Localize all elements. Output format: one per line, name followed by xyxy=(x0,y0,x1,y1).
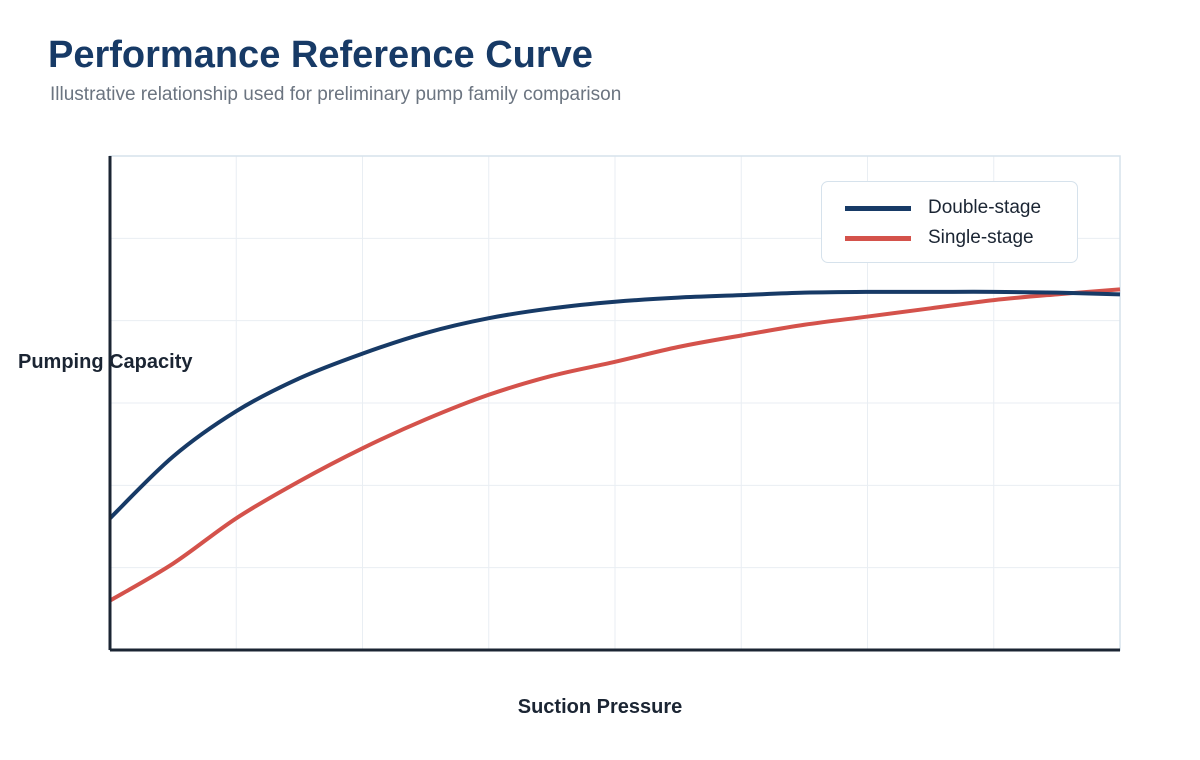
series-line-double-stage xyxy=(108,289,1121,520)
x-axis-label: Suction Pressure xyxy=(517,696,683,718)
legend-item-single-stage: Single-stage xyxy=(845,226,1034,250)
legend-label-double-stage: Double-stage xyxy=(928,197,1042,218)
legend-item-double-stage: Double-stage xyxy=(845,196,1041,220)
chart-subtitle: Illustrative relationship used for preli… xyxy=(50,84,622,105)
chart-series xyxy=(108,287,1121,603)
series-line-single-stage xyxy=(108,287,1121,603)
legend-label-single-stage: Single-stage xyxy=(928,227,1034,248)
chart-legend: Double-stage Single-stage xyxy=(821,181,1078,263)
legend-swatch-single-stage xyxy=(845,235,911,241)
y-axis-label: Pumping Capacity xyxy=(18,351,193,373)
legend-swatch-double-stage xyxy=(845,205,911,211)
chart-title: Performance Reference Curve xyxy=(48,34,593,76)
